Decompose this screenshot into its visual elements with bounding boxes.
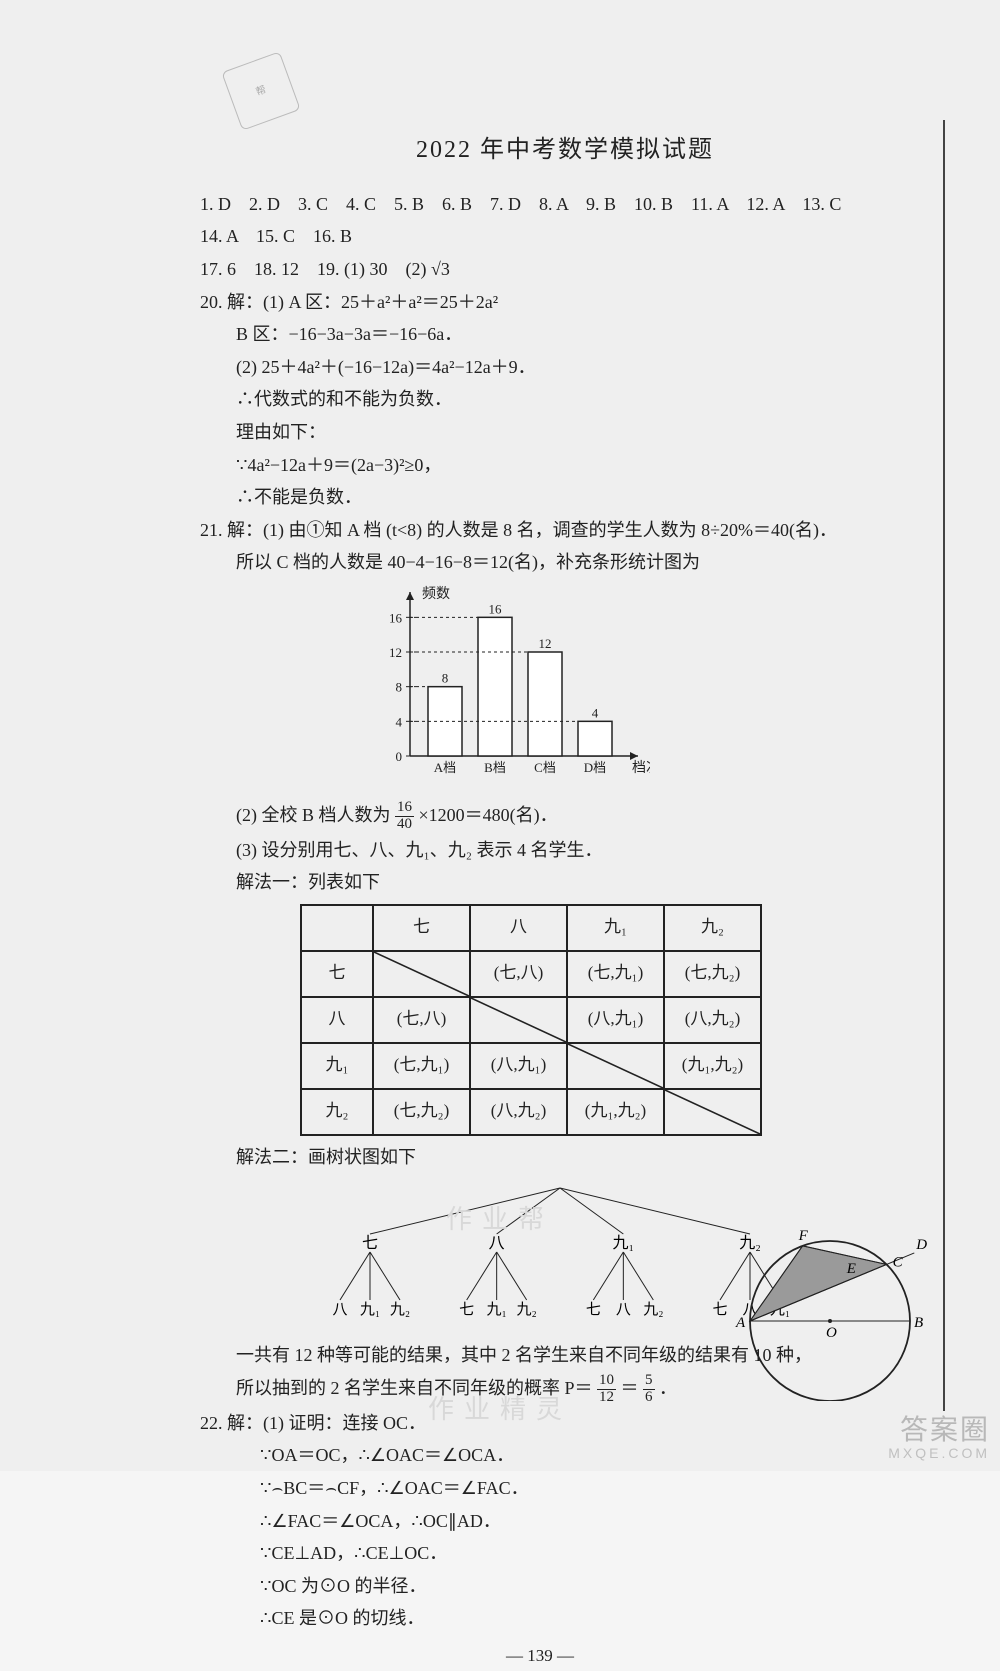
mcq-line-2: 14. A 15. C 16. B xyxy=(200,221,880,252)
svg-text:七: 七 xyxy=(459,1301,474,1318)
svg-text:九₂: 九₂ xyxy=(517,1301,537,1318)
svg-text:八: 八 xyxy=(332,1302,347,1318)
q21-m2: 解法二：画树状图如下 xyxy=(200,1142,880,1173)
svg-text:4: 4 xyxy=(396,714,403,729)
svg-text:档次: 档次 xyxy=(632,760,650,776)
svg-text:九₁: 九₁ xyxy=(360,1301,380,1318)
q21-p2: (2) 全校 B 档人数为 16 40 ×1200＝480(名)． xyxy=(200,800,880,833)
svg-text:七: 七 xyxy=(586,1301,601,1318)
q21-p2-post: ×1200＝480(名)． xyxy=(419,805,558,825)
q22-l6: ∴CE 是⊙O 的切线． xyxy=(200,1603,880,1634)
q20-reason: 理由如下： xyxy=(200,417,880,448)
fill-line: 17. 6 18. 12 19. (1) 30 (2) √3 xyxy=(200,254,880,285)
watermark-center-2: 作业精灵 xyxy=(428,1387,572,1431)
page-number: — 139 — xyxy=(200,1642,880,1671)
svg-text:A: A xyxy=(735,1315,746,1331)
svg-text:A档: A档 xyxy=(434,760,456,775)
svg-text:九₁: 九₁ xyxy=(613,1234,635,1252)
page: 帮 2022 年中考数学模拟试题 1. D 2. D 3. C 4. C 5. … xyxy=(0,0,1000,1471)
q22-l4: ∵CE⊥AD，∴CE⊥OC． xyxy=(200,1538,880,1569)
content: 1. D 2. D 3. C 4. C 5. B 6. B 7. D 8. A … xyxy=(200,189,880,1671)
svg-text:16: 16 xyxy=(389,610,403,625)
svg-text:16: 16 xyxy=(489,601,503,616)
q21-p2-pre: (2) 全校 B 档人数为 xyxy=(236,805,395,825)
svg-text:C档: C档 xyxy=(534,760,556,775)
svg-text:B: B xyxy=(914,1315,923,1331)
svg-text:F: F xyxy=(798,1228,809,1244)
svg-text:12: 12 xyxy=(539,636,552,651)
svg-text:八: 八 xyxy=(616,1302,631,1318)
q21-p1: 21. 解：(1) 由①知 A 档 (t<8) 的人数是 8 名，调查的学生人数… xyxy=(200,515,880,546)
svg-text:九₁: 九₁ xyxy=(487,1301,507,1318)
q21-m1: 解法一：列表如下 xyxy=(200,867,880,898)
q20-head: 20. 解：(1) A 区：25＋a²＋a²＝25＋2a² xyxy=(200,287,880,318)
svg-text:B档: B档 xyxy=(484,760,506,775)
q20-therefore2: ∴不能是负数． xyxy=(200,482,880,513)
q20-b: B 区：−16−3a−3a＝−16−6a． xyxy=(200,319,880,350)
circle-geometry: A B CD E F O xyxy=(710,1201,930,1411)
watermark-center-1: 作业帮 xyxy=(446,1197,554,1241)
svg-text:12: 12 xyxy=(389,645,402,660)
q20-because: ∵4a²−12a＋9＝(2a−3)²≥0， xyxy=(200,450,880,481)
svg-text:E: E xyxy=(846,1262,856,1278)
probability-table: 七八九₁九₂七(七,八)(七,九₁)(七,九₂)八(七,八)(八,九₁)(八,九… xyxy=(300,904,880,1136)
svg-text:D档: D档 xyxy=(584,760,606,775)
margin-rule xyxy=(943,120,945,1411)
q22-l1: ∵OA＝OC，∴∠OAC＝∠OCA． xyxy=(200,1440,880,1471)
page-title: 2022 年中考数学模拟试题 xyxy=(200,130,930,171)
svg-text:频数: 频数 xyxy=(422,586,450,602)
q20-sum: (2) 25＋4a²＋(−16−12a)＝4a²−12a＋9． xyxy=(200,352,880,383)
q22-l2: ∵⌢BC＝⌢CF，∴∠OAC＝∠FAC． xyxy=(200,1473,880,1504)
svg-text:D: D xyxy=(915,1237,927,1253)
q22-l3: ∴∠FAC＝∠OCA，∴OC∥AD． xyxy=(200,1506,880,1537)
svg-text:O: O xyxy=(826,1325,837,1341)
mcq-line-1: 1. D 2. D 3. C 4. C 5. B 6. B 7. D 8. A … xyxy=(200,189,880,220)
svg-text:七: 七 xyxy=(362,1234,378,1252)
svg-text:8: 8 xyxy=(396,680,403,695)
svg-text:九₂: 九₂ xyxy=(390,1301,410,1318)
bar-chart: 频数档次 0 4 8 12 16 8 A档 16 B档 12 C档 4 D档 xyxy=(370,584,880,794)
q22-l5: ∵OC 为⊙O 的半径． xyxy=(200,1571,880,1602)
svg-text:C: C xyxy=(893,1255,904,1271)
stamp-icon: 帮 xyxy=(221,51,300,130)
q21-p1b: 所以 C 档的人数是 40−4−16−8＝12(名)，补充条形统计图为 xyxy=(200,547,880,578)
q21-p3: (3) 设分别用七、八、九₁、九₂ 表示 4 名学生． xyxy=(200,835,880,866)
q21-p2-frac: 16 40 xyxy=(395,800,414,833)
svg-text:8: 8 xyxy=(442,671,449,686)
svg-text:九₂: 九₂ xyxy=(643,1301,663,1318)
watermark-bottom-right: 答案圈 MXQE.COM xyxy=(888,1415,990,1461)
svg-text:0: 0 xyxy=(396,749,403,764)
q20-therefore1: ∴代数式的和不能为负数． xyxy=(200,384,880,415)
svg-text:4: 4 xyxy=(592,705,599,720)
